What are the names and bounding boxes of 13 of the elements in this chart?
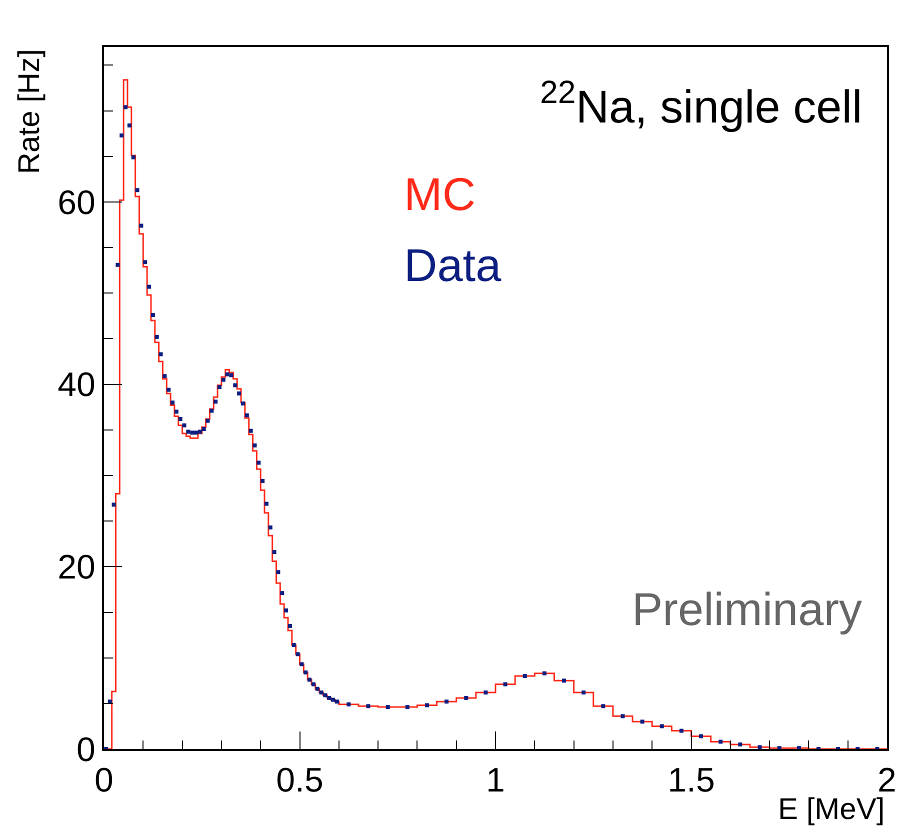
x-tick-label: 1 bbox=[486, 762, 505, 800]
y-tick-label: 40 bbox=[58, 366, 96, 404]
y-tick-label: 20 bbox=[58, 548, 96, 587]
annotation: Preliminary bbox=[632, 583, 862, 635]
x-tick-label: 1.5 bbox=[668, 762, 715, 800]
annotation: $^{22}$Na, single cell bbox=[540, 74, 862, 132]
text: MC bbox=[404, 168, 476, 220]
y-tick-label: 0 bbox=[76, 730, 96, 769]
y-tick-label: 60 bbox=[58, 184, 96, 222]
text: Data bbox=[404, 239, 502, 291]
x-axis-title: E [MeV] bbox=[778, 793, 885, 826]
y-axis-title: Rate [Hz] bbox=[13, 49, 46, 174]
x-tick-label: 0.5 bbox=[276, 762, 324, 800]
